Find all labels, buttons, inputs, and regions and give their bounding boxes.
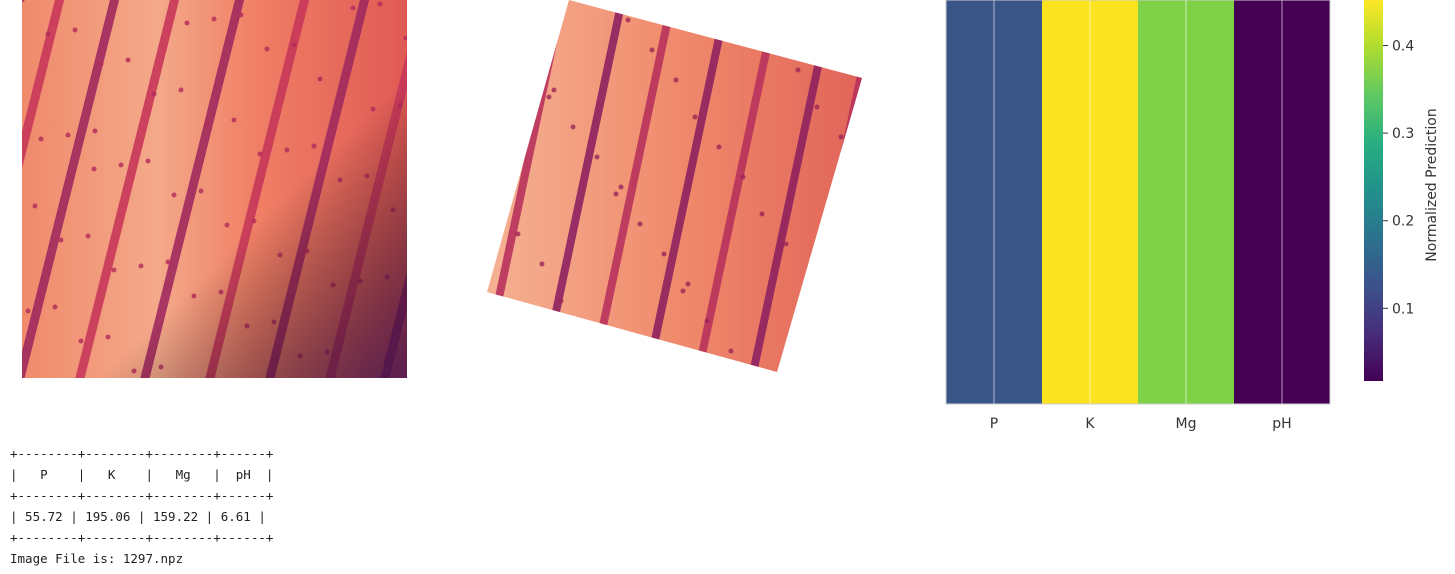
speckle [747, 7, 753, 13]
speckle [752, 0, 758, 6]
speckle [783, 241, 789, 247]
speckle [482, 0, 485, 3]
speckle [491, 201, 497, 207]
speckle [606, 358, 612, 364]
colorbar-tick-label: 0.2 [1392, 214, 1414, 230]
speckle [515, 231, 521, 237]
speckle [539, 261, 545, 267]
speckle [740, 174, 746, 180]
table-border-mid: +--------+--------+--------+------+ [10, 488, 274, 503]
prediction-heatmap: P K Mg pH 0.1 0.2 0.3 0.4 Normalized Predictio… [945, 0, 1440, 432]
speckle [594, 154, 600, 160]
x-tick-label: pH [1272, 416, 1291, 432]
x-tick-labels: P K Mg pH [990, 416, 1292, 432]
speckle [637, 221, 643, 227]
speckle [558, 298, 564, 304]
colorbar [1364, 0, 1383, 381]
speckle [649, 47, 655, 53]
speckle [704, 318, 710, 324]
speckle [618, 184, 624, 190]
speckle [838, 134, 844, 140]
colorbar-ticks: 0.1 0.2 0.3 0.4 [1383, 39, 1414, 317]
x-tick-label: K [1085, 416, 1095, 432]
field-image-original [22, 0, 407, 378]
speckle [661, 251, 667, 257]
axes-frame [945, 0, 1331, 405]
speckle [850, 338, 856, 344]
speckle [814, 104, 820, 110]
speckle [759, 211, 765, 217]
speckle [728, 348, 734, 354]
speckle [673, 77, 679, 83]
heatmap-cells [945, 0, 1331, 405]
speckle [625, 17, 631, 23]
colorbar-tick-label: 0.1 [1392, 301, 1414, 317]
speckle [685, 281, 691, 287]
speckle [503, 27, 509, 33]
speckle [527, 57, 533, 63]
speckle [582, 328, 588, 334]
speckle [487, 368, 490, 372]
speckle [807, 271, 813, 277]
speckle [716, 144, 722, 150]
crop-row [643, 0, 731, 372]
image-file-label: Image File is: 1297.npz [10, 551, 184, 566]
speckle [826, 308, 832, 314]
colorbar-label: Normalized Prediction [1424, 108, 1440, 261]
x-tick-label: Mg [1176, 416, 1197, 432]
table-header: | P | K | Mg | pH | [10, 467, 274, 482]
colorbar-tick-label: 0.4 [1392, 39, 1414, 55]
crop-row [588, 0, 676, 372]
speckle [795, 67, 801, 73]
speckle [546, 94, 552, 100]
speckle [570, 124, 576, 130]
speckle [692, 114, 698, 120]
table-border-top: +--------+--------+--------+------+ [10, 446, 274, 461]
speckle [613, 191, 619, 197]
crop-row [693, 0, 781, 372]
speckle [551, 87, 557, 93]
speckle [771, 37, 777, 43]
field-image-rotated [482, 0, 868, 372]
table-border-bottom: +--------+--------+--------+------+ [10, 530, 274, 545]
x-tick-label: P [990, 416, 998, 432]
prediction-table: +--------+--------+--------+------+ | P … [10, 443, 273, 569]
speckle [863, 165, 868, 170]
colorbar-tick-label: 0.3 [1392, 126, 1414, 142]
speckle [680, 288, 686, 294]
table-row: | 55.72 | 195.06 | 159.22 | 6.61 | [10, 509, 266, 524]
